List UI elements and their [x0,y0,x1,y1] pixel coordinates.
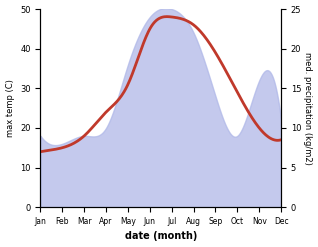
Y-axis label: med. precipitation (kg/m2): med. precipitation (kg/m2) [303,52,313,165]
X-axis label: date (month): date (month) [125,231,197,242]
Y-axis label: max temp (C): max temp (C) [5,79,15,137]
